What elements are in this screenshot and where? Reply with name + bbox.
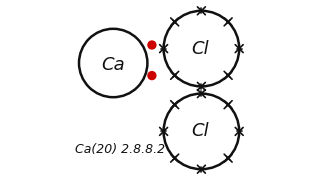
Text: Cl: Cl: [191, 122, 208, 140]
Text: Ca: Ca: [101, 56, 125, 74]
Circle shape: [164, 11, 239, 86]
Circle shape: [79, 29, 148, 97]
Circle shape: [148, 41, 156, 49]
Text: Cl: Cl: [191, 40, 208, 58]
Text: Ca(20) 2.8.8.2: Ca(20) 2.8.8.2: [76, 143, 165, 156]
Circle shape: [164, 94, 239, 169]
Circle shape: [148, 72, 156, 80]
